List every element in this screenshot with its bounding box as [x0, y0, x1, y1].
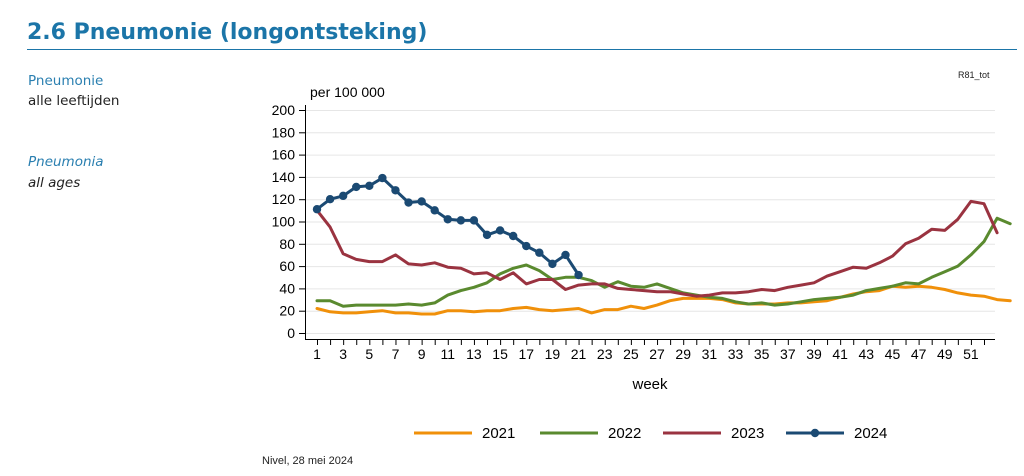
data-point-2024 [352, 182, 361, 192]
y-tick-label: 60 [279, 258, 295, 274]
y-tick-label: 40 [279, 280, 295, 296]
x-tick-label: 35 [754, 346, 770, 362]
legend-label-2022: 2022 [608, 425, 641, 442]
legend-label-2021: 2021 [482, 425, 515, 442]
x-tick-label: 29 [675, 346, 691, 362]
series-line-2023 [315, 199, 999, 298]
data-point-2024 [482, 230, 492, 240]
x-tick-label: 13 [466, 346, 482, 362]
x-tick-label: 15 [492, 346, 508, 362]
x-tick-label: 1 [313, 346, 321, 362]
indicator-title-nl: Pneumonie [28, 73, 104, 89]
y-tick-label: 200 [272, 102, 296, 118]
data-point-2024 [469, 216, 479, 225]
data-point-2024 [391, 186, 400, 195]
data-point-2024 [443, 215, 452, 224]
x-tick-label: 11 [441, 346, 456, 362]
indicator-subtitle-nl: alle leeftijden [28, 93, 120, 109]
y-tick-label: 100 [272, 214, 296, 230]
x-tick-label: 17 [518, 346, 534, 362]
x-tick-label: 47 [911, 346, 927, 362]
series-lines [312, 173, 1012, 316]
x-tick-label: 41 [832, 346, 848, 362]
data-point-2024 [574, 270, 583, 280]
y-tick-label: 20 [279, 303, 295, 319]
series-line-2022 [315, 216, 1012, 308]
y-tick-label: 140 [272, 169, 296, 185]
x-tick-label: 39 [806, 346, 822, 362]
indicator-subtitle-en: all ages [28, 175, 81, 191]
x-tick-label: 7 [392, 346, 400, 362]
x-tick-label: 45 [885, 346, 901, 362]
x-tick-label: 51 [963, 346, 979, 362]
x-tick-label: 21 [571, 346, 587, 362]
legend-label-2023: 2023 [731, 425, 764, 442]
section-title: 2.6 Pneumonie (longontsteking) [27, 20, 428, 45]
data-point-2024 [338, 191, 348, 201]
legend-marker-2024 [810, 428, 820, 438]
x-tick-label: 27 [649, 346, 665, 362]
title-rule [27, 49, 1017, 50]
x-tick-label: 37 [780, 346, 796, 362]
x-tick-label: 23 [597, 346, 613, 362]
x-tick-label: 25 [623, 346, 639, 362]
x-tick-label: 31 [702, 346, 718, 362]
footer-source: Nivel, 28 mei 2024 [262, 455, 354, 467]
data-point-2024 [312, 205, 322, 214]
data-point-2024 [456, 216, 466, 225]
data-point-2024 [508, 231, 518, 241]
y-axis-label: per 100 000 [310, 84, 385, 100]
x-tick-label: 3 [339, 346, 347, 362]
data-point-2024 [522, 241, 531, 251]
y-tick-label: 160 [272, 147, 296, 163]
x-tick-label: 9 [418, 346, 426, 362]
x-tick-label: 33 [728, 346, 744, 362]
x-tick-label: 49 [937, 346, 953, 362]
data-point-2024 [417, 197, 426, 206]
x-tick-label: 43 [859, 346, 875, 362]
chart-code: R81_tot [958, 70, 990, 80]
legend: 2021 2022 2023 2024 [414, 425, 887, 442]
y-tick-label: 120 [272, 191, 296, 207]
data-point-2024 [561, 250, 570, 260]
data-point-2024 [535, 248, 544, 257]
x-tick-label: 5 [365, 346, 373, 362]
grid-lines [305, 110, 995, 334]
data-point-2024 [548, 259, 557, 269]
y-tick-label: 180 [272, 124, 296, 140]
data-point-2024 [378, 173, 387, 183]
data-point-2024 [325, 195, 335, 204]
indicator-title-en: Pneumonia [28, 154, 104, 170]
data-point-2024 [430, 206, 439, 215]
data-point-2024 [495, 226, 505, 235]
legend-label-2024: 2024 [854, 425, 887, 442]
y-tick-label: 0 [287, 325, 295, 341]
x-tick-label: 19 [545, 346, 561, 362]
x-axis-label: week [631, 376, 668, 393]
y-tick-label: 80 [279, 236, 295, 252]
data-point-2024 [365, 181, 374, 191]
data-point-2024 [404, 198, 413, 207]
